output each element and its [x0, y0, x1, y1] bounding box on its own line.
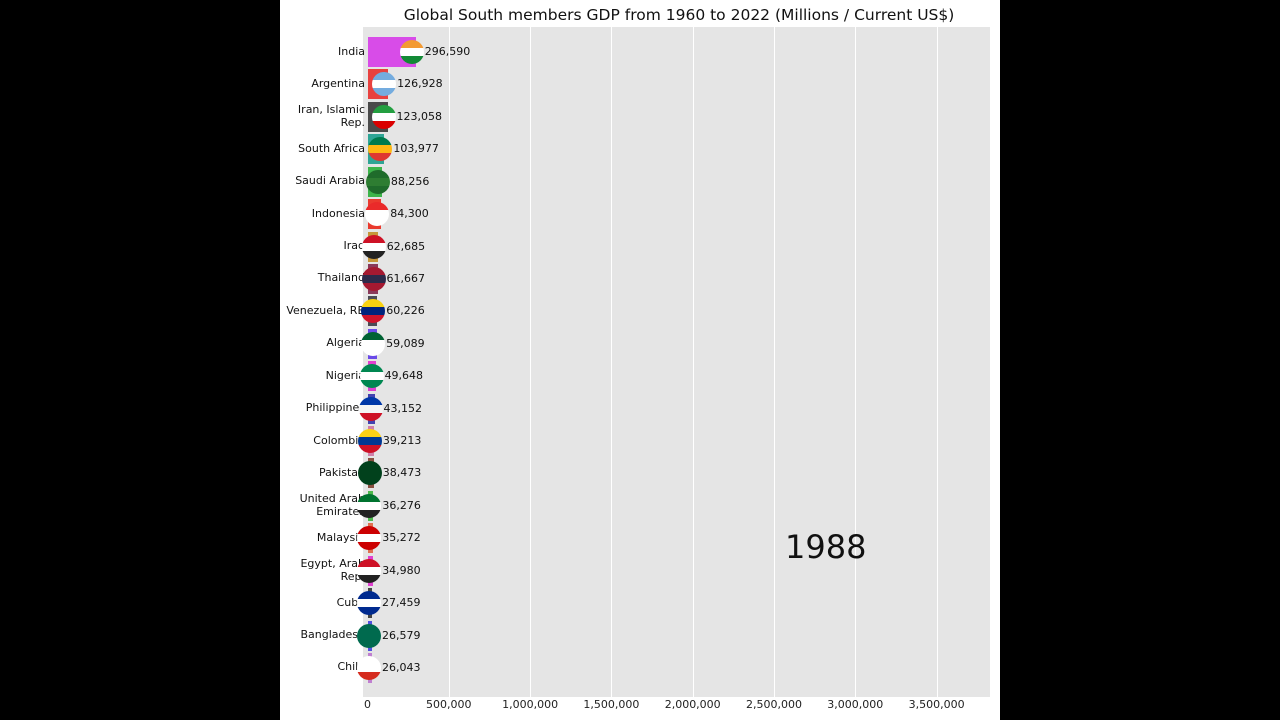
category-label: Malaysia [316, 530, 365, 544]
category-label: Iraq [343, 239, 366, 253]
category-label: Nigeria [325, 368, 365, 382]
value-label: 36,276 [382, 498, 421, 512]
x-tick-label: 500,000 [426, 698, 472, 711]
gridline [774, 27, 775, 697]
flag-icon [361, 266, 386, 291]
gridline [448, 27, 450, 697]
flag-icon [358, 396, 383, 421]
year-label: 1988 [785, 528, 867, 566]
value-label: 103,977 [393, 142, 439, 156]
flag-icon [357, 558, 382, 583]
value-label: 39,213 [382, 434, 422, 448]
category-label: Egypt, Arab Rep. [300, 557, 365, 583]
value-label: 26,579 [382, 628, 421, 642]
value-label: 62,685 [386, 239, 426, 253]
category-label: Bangladesh [300, 628, 366, 642]
gridline [936, 27, 938, 697]
category-label: Venezuela, RB [286, 303, 365, 317]
flag-icon [357, 623, 381, 648]
value-label: 84,300 [390, 207, 429, 221]
value-label: 88,256 [390, 174, 430, 188]
flag-icon [365, 202, 390, 227]
value-label: 27,459 [382, 596, 421, 610]
value-label: 26,043 [382, 660, 421, 674]
category-label: Chile [337, 660, 365, 674]
flag-icon [357, 429, 382, 454]
value-label: 126,928 [397, 77, 443, 91]
flag-icon [399, 40, 424, 64]
x-tick-label: 0 [364, 698, 371, 711]
flag-icon [357, 591, 381, 616]
category-label: South Africa [298, 141, 365, 155]
category-label: Iran, Islamic Rep. [297, 103, 365, 129]
gridline [530, 27, 532, 697]
category-label: Pakistan [318, 465, 365, 479]
value-label: 43,152 [383, 401, 423, 415]
value-label: 38,473 [382, 466, 422, 480]
flag-icon [357, 461, 382, 486]
gridline [611, 27, 613, 697]
value-label: 296,590 [424, 45, 471, 58]
category-label: United Arab Emirates [299, 492, 365, 518]
flag-icon [359, 364, 384, 389]
gridline [692, 27, 694, 697]
x-tick-label: 2,000,000 [664, 698, 721, 711]
x-tick-label: 1,500,000 [583, 698, 640, 711]
value-label: 59,089 [386, 336, 425, 350]
flag-icon [361, 331, 386, 356]
flag-icon [357, 655, 381, 680]
category-label: India [338, 44, 365, 58]
category-label: Cuba [336, 595, 365, 609]
flag-icon [361, 299, 386, 324]
flag-icon [372, 72, 397, 97]
x-tick-label: 2,500,000 [746, 698, 802, 711]
x-tick-label: 3,500,000 [908, 698, 965, 711]
flag-icon [357, 526, 382, 551]
gridline [855, 27, 857, 697]
category-label: Saudi Arabia [295, 174, 365, 188]
category-label: Philippines [305, 401, 365, 415]
value-label: 123,058 [396, 109, 443, 123]
chart-title: Global South members GDP from 1960 to 20… [403, 6, 955, 24]
category-label: Argentina [311, 76, 365, 90]
flag-icon [365, 169, 390, 194]
category-label: Thailand [317, 271, 365, 285]
value-label: 60,226 [386, 304, 425, 318]
category-label: Indonesia [311, 206, 365, 220]
flag-icon [361, 234, 386, 259]
value-label: 61,667 [386, 271, 426, 285]
value-label: 34,980 [382, 563, 421, 577]
category-label: Colombia [313, 433, 365, 447]
value-label: 49,648 [384, 369, 424, 383]
category-label: Algeria [326, 336, 365, 350]
flag-icon [368, 137, 393, 162]
x-tick-label: 3,000,000 [827, 698, 884, 711]
x-tick-label: 1,000,000 [502, 698, 559, 711]
value-label: 35,272 [382, 531, 421, 545]
flag-icon [371, 104, 396, 129]
flag-icon [357, 493, 382, 518]
plot-area [363, 27, 990, 697]
